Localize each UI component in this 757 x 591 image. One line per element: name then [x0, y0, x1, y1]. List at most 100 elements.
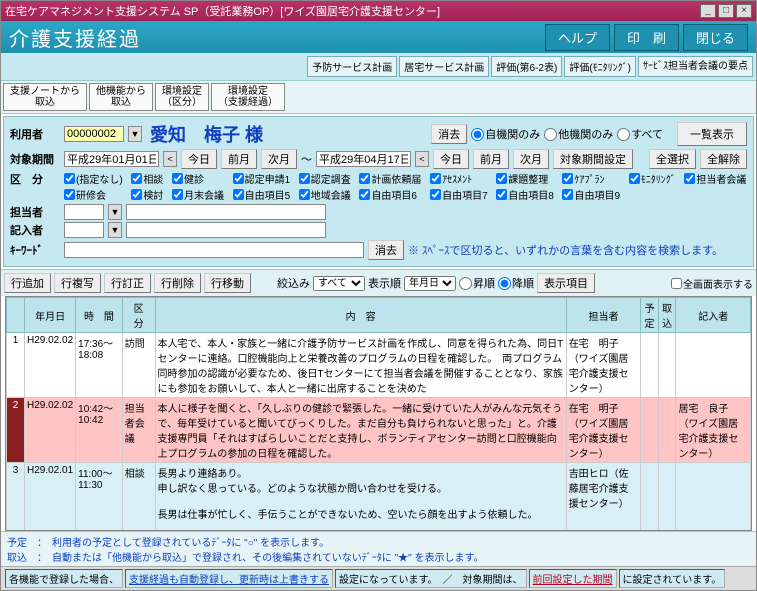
kbn-check[interactable]: 担当者会議: [684, 171, 747, 186]
scope-other[interactable]: 他機関のみ: [544, 126, 613, 142]
env-shien-button[interactable]: 環境設定 （支援経過）: [211, 83, 285, 111]
legend: 予定 ： 利用者の予定として登録されているﾃﾞｰﾀに "○" を表示します。 取…: [1, 531, 756, 566]
col-header: 時 間: [76, 298, 123, 333]
select-all-button[interactable]: 全選択: [649, 149, 696, 169]
import-other-button[interactable]: 他機能から 取込: [89, 83, 153, 111]
print-button[interactable]: 印 刷: [614, 24, 679, 51]
kbn-check[interactable]: ﾓﾆﾀﾘﾝｸﾞ: [629, 171, 677, 186]
titlebar: 在宅ケアマネジメント支援システム SP（受託業務OP）[ワイズ園居宅介護支援セン…: [1, 1, 756, 21]
user-dropdown[interactable]: ▼: [128, 126, 142, 142]
kbn-check[interactable]: (指定なし): [64, 171, 123, 186]
close-button[interactable]: 閉じる: [683, 24, 748, 51]
kbn-check[interactable]: 自由項目9: [562, 187, 620, 202]
date-from[interactable]: [64, 151, 159, 167]
date-from-cal[interactable]: <: [163, 151, 177, 167]
kbn-check[interactable]: 検討: [131, 187, 164, 202]
kbn-checkboxes: (指定なし) 相談健診認定申請1 認定調査計画依頼届 ｱｾｽﾒﾝﾄ 課題整理 ｹｱﾌﾟﾗﾝ…: [64, 171, 747, 202]
filter-panel: 利用者 00000002 ▼ 愛知 梅子 様 消去 自機関のみ 他機関のみ すべ…: [3, 116, 754, 267]
minimize-button[interactable]: _: [700, 4, 716, 18]
kbn-check[interactable]: ｹｱﾌﾟﾗﾝ: [562, 171, 620, 186]
kbn-check[interactable]: 自由項目7: [430, 187, 488, 202]
tab-yobou[interactable]: 予防サービス計画: [307, 56, 397, 77]
next1-button[interactable]: 次月: [261, 149, 297, 169]
kw-note: ※ ｽﾍﾟｰｽで区切ると、いずれかの言葉を含む内容を検索します。: [408, 242, 723, 258]
kw-label: ｷｰﾜｰﾄﾞ: [10, 242, 60, 258]
import-note-button[interactable]: 支援ノートから 取込: [3, 83, 87, 111]
user-label: 利用者: [10, 126, 60, 142]
tab-kyotaku[interactable]: 居宅サービス計画: [399, 56, 489, 77]
kbn-check[interactable]: 健診: [172, 171, 225, 186]
top-tab-bar: 予防サービス計画 居宅サービス計画 評価(第6-2表) 評価(ﾓﾆﾀﾘﾝｸﾞ) …: [1, 53, 756, 81]
grid-toolbar: 行追加 行複写 行訂正 行削除 行移動 絞込み すべて 表示順 年月日 昇順 降…: [1, 269, 756, 296]
kbn-check[interactable]: 計画依頼届: [359, 171, 422, 186]
col-header: 区 分: [122, 298, 155, 333]
keyword-input[interactable]: [64, 242, 364, 258]
table-row[interactable]: 3H29.02.0111:00〜11:30相談長男より連絡あり。 申し訳なく思っ…: [7, 463, 751, 532]
col-header: 担当者: [566, 298, 641, 333]
period-set-button[interactable]: 対象期間設定: [553, 149, 633, 169]
close-window-button[interactable]: ×: [736, 4, 752, 18]
col-header: [7, 298, 25, 333]
next2-button[interactable]: 次月: [513, 149, 549, 169]
user-name: 愛知 梅子 様: [150, 121, 263, 147]
sort-select[interactable]: 年月日: [404, 276, 456, 291]
kisha-name[interactable]: [126, 222, 326, 238]
kisha-label: 記入者: [10, 222, 60, 238]
row-move-button[interactable]: 行移動: [204, 273, 251, 293]
date-to[interactable]: [316, 151, 411, 167]
kbn-check[interactable]: ｱｾｽﾒﾝﾄ: [430, 171, 488, 186]
user-id-field[interactable]: 00000002: [64, 126, 124, 142]
kw-clear-button[interactable]: 消去: [368, 240, 404, 260]
tantou-dd[interactable]: ▼: [108, 204, 122, 220]
page-title: 介護支援経過: [9, 23, 541, 52]
kbn-check[interactable]: 地域会議: [299, 187, 352, 202]
clear-user-button[interactable]: 消去: [431, 124, 467, 144]
col-header: 取込: [658, 298, 676, 333]
table-row[interactable]: 2H29.02.0210:42〜10:42担当者会議本人に様子を聞くと、「久しぶ…: [7, 398, 751, 463]
kbn-check[interactable]: 月末会議: [172, 187, 225, 202]
tab-hyouka62[interactable]: 評価(第6-2表): [491, 56, 562, 77]
sub-tab-bar: 支援ノートから 取込 他機能から 取込 環境設定 （区分） 環境設定 （支援経過…: [1, 81, 756, 114]
fullscreen-check[interactable]: 全画面表示する: [671, 276, 753, 291]
tantou-input[interactable]: [64, 204, 104, 220]
prev2-button[interactable]: 前月: [473, 149, 509, 169]
list-button[interactable]: 一覧表示: [677, 122, 747, 146]
tab-kaigi[interactable]: ｻｰﾋﾞｽ担当者会議の要点: [638, 56, 753, 77]
kisha-dd[interactable]: ▼: [108, 222, 122, 238]
row-del-button[interactable]: 行削除: [154, 273, 201, 293]
desc-radio[interactable]: 降順: [498, 275, 534, 291]
col-header: 予定: [641, 298, 659, 333]
tantou-name[interactable]: [126, 204, 326, 220]
table-row[interactable]: 1H29.02.0217:36〜18:08訪問本人宅で、本人・家族と一緒に介護予…: [7, 333, 751, 398]
data-grid[interactable]: 年月日時 間区 分内 容担当者予定取込記入者 1H29.02.0217:36〜1…: [5, 296, 752, 531]
row-edit-button[interactable]: 行訂正: [104, 273, 151, 293]
env-kbn-button[interactable]: 環境設定 （区分）: [155, 83, 209, 111]
asc-radio[interactable]: 昇順: [459, 275, 495, 291]
tab-monitoring[interactable]: 評価(ﾓﾆﾀﾘﾝｸﾞ): [564, 56, 636, 77]
kbn-check[interactable]: 自由項目6: [359, 187, 422, 202]
help-button[interactable]: ヘルプ: [545, 24, 610, 51]
kbn-check[interactable]: 研修会: [64, 187, 123, 202]
prev1-button[interactable]: 前月: [221, 149, 257, 169]
scope-all[interactable]: すべて: [617, 126, 663, 142]
row-copy-button[interactable]: 行複写: [54, 273, 101, 293]
filter-select[interactable]: すべて: [313, 276, 365, 291]
maximize-button[interactable]: □: [718, 4, 734, 18]
tantou-label: 担当者: [10, 204, 60, 220]
kbn-check[interactable]: 認定調査: [299, 171, 352, 186]
today1-button[interactable]: 今日: [181, 149, 217, 169]
titlebar-text: 在宅ケアマネジメント支援システム SP（受託業務OP）[ワイズ園居宅介護支援セン…: [5, 3, 440, 19]
scope-own[interactable]: 自機関のみ: [471, 126, 540, 142]
kbn-check[interactable]: 認定申請1: [233, 171, 291, 186]
period-label: 対象期間: [10, 151, 60, 167]
kbn-check[interactable]: 課題整理: [496, 171, 554, 186]
kbn-check[interactable]: 相談: [131, 171, 164, 186]
today2-button[interactable]: 今日: [433, 149, 469, 169]
kbn-check[interactable]: 自由項目8: [496, 187, 554, 202]
date-to-cal[interactable]: <: [415, 151, 429, 167]
columns-button[interactable]: 表示項目: [537, 273, 595, 293]
deselect-all-button[interactable]: 全解除: [700, 149, 747, 169]
kisha-input[interactable]: [64, 222, 104, 238]
row-add-button[interactable]: 行追加: [4, 273, 51, 293]
kbn-check[interactable]: 自由項目5: [233, 187, 291, 202]
